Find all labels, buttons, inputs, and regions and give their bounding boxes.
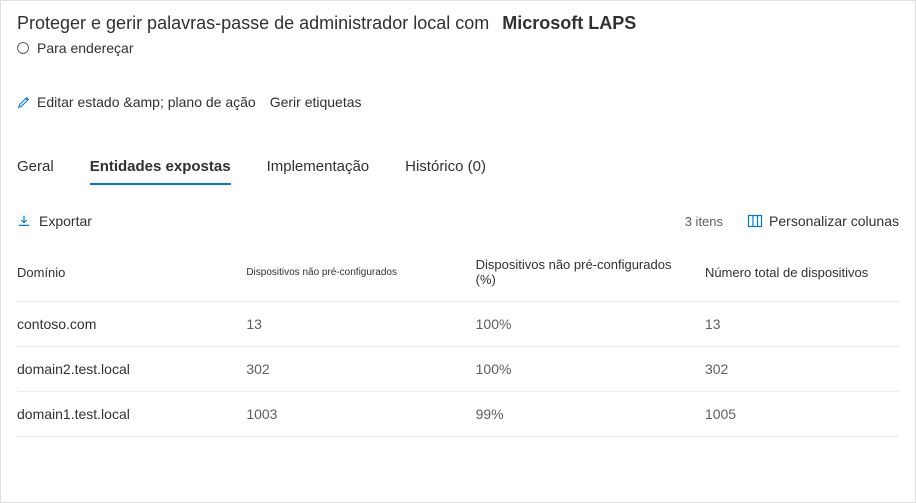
table-row[interactable]: domain1.test.local 1003 99% 1005 [17,392,899,437]
cell-total: 302 [705,347,899,392]
status-label: Para endereçar [37,40,134,56]
tab-general[interactable]: Geral [17,158,54,185]
columns-icon [747,213,763,229]
manage-tags-label: Gerir etiquetas [270,94,362,110]
export-button[interactable]: Exportar [17,213,92,229]
cell-misconfigured: 302 [246,347,475,392]
col-domain: Domínio [17,265,65,280]
cell-domain: domain1.test.local [17,392,246,437]
cell-misconfigured-pct: 99% [476,392,705,437]
cell-total: 13 [705,302,899,347]
title-prefix: Proteger e gerir palavras-passe de admin… [17,13,489,33]
status-row: Para endereçar [17,40,899,56]
export-label: Exportar [39,213,92,229]
col-misconfigured-pct: Dispositivos não pré-configurados (%) [476,257,672,287]
items-count: 3 itens [685,214,723,229]
table-row[interactable]: contoso.com 13 100% 13 [17,302,899,347]
table-toolbar: Exportar 3 itens Personalizar colunas [17,213,899,229]
tab-implementation[interactable]: Implementação [267,158,370,185]
table-body: contoso.com 13 100% 13 domain2.test.loca… [17,302,899,437]
manage-tags-action[interactable]: Gerir etiquetas [270,94,362,110]
customize-columns-label: Personalizar colunas [769,213,899,229]
col-misconfigured: Dispositivos não pré-configurados [246,267,397,278]
tab-exposed-entities[interactable]: Entidades expostas [90,158,231,185]
cell-misconfigured: 1003 [246,392,475,437]
cell-misconfigured-pct: 100% [476,347,705,392]
domains-table: Domínio Dispositivos não pré-configurado… [17,249,899,437]
cell-domain: contoso.com [17,302,246,347]
cell-misconfigured: 13 [246,302,475,347]
edit-state-action[interactable]: Editar estado &amp; plano de ação [17,94,256,110]
actions-row: Editar estado &amp; plano de ação Gerir … [17,94,899,110]
table-row[interactable]: domain2.test.local 302 100% 302 [17,347,899,392]
col-total: Número total de dispositivos [705,265,868,280]
cell-total: 1005 [705,392,899,437]
edit-state-label: Editar estado &amp; plano de ação [37,94,256,110]
tabs: Geral Entidades expostas Implementação H… [17,158,899,185]
status-circle-icon [17,42,29,54]
cell-misconfigured-pct: 100% [476,302,705,347]
pencil-icon [17,95,31,109]
page-title: Proteger e gerir palavras-passe de admin… [17,13,899,34]
cell-domain: domain2.test.local [17,347,246,392]
title-suffix: Microsoft LAPS [502,13,636,33]
download-icon [17,214,31,228]
tab-history[interactable]: Histórico (0) [405,158,486,185]
customize-columns-button[interactable]: Personalizar colunas [747,213,899,229]
